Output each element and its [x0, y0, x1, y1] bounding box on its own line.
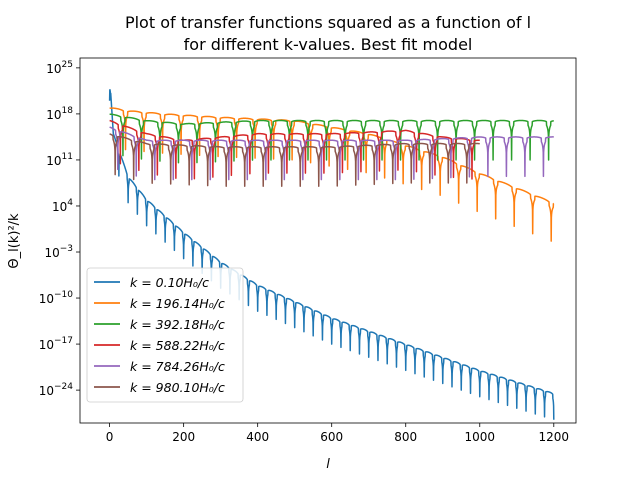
- series-lines: [108, 89, 555, 420]
- x-tick-label: 1200: [539, 430, 570, 444]
- legend-label: k = 0.10H₀/c: [130, 275, 209, 290]
- x-tick-label: 400: [246, 430, 269, 444]
- chart-title-line2: for different k-values. Best fit model: [184, 35, 473, 54]
- series-line-2: [109, 107, 555, 242]
- x-tick-label: 800: [394, 430, 417, 444]
- y-tick-label: 10−10: [39, 290, 74, 306]
- y-axis-ticks: 1025 1018 1011 104 10−3 10−10 10−17 10−24: [39, 60, 80, 398]
- legend: k = 0.10H₀/c k = 196.14H₀/c k = 392.18H₀/c…: [86, 267, 244, 403]
- plot-frame: [79, 57, 577, 424]
- y-tick-label: 10−3: [44, 244, 73, 260]
- y-tick-label: 1011: [46, 152, 73, 168]
- series-line-3: [109, 113, 555, 164]
- x-tick-label: 1000: [464, 430, 495, 444]
- legend-label: k = 196.14H₀/c: [130, 296, 225, 311]
- y-tick-label: 1025: [46, 60, 73, 76]
- series-line-5: [109, 126, 555, 181]
- series-line-6: [109, 133, 481, 187]
- x-tick-label: 200: [172, 430, 195, 444]
- legend-label: k = 784.26H₀/c: [130, 359, 225, 374]
- x-axis-ticks: 0 200 400 600 800 1000 1200: [106, 423, 569, 444]
- legend-box: [86, 267, 244, 403]
- y-tick-label: 104: [52, 198, 73, 214]
- series-line-4: [109, 119, 481, 180]
- x-tick-label: 600: [320, 430, 343, 444]
- legend-label: k = 588.22H₀/c: [130, 338, 225, 353]
- series-line-1: [108, 89, 555, 420]
- x-axis-label: l: [326, 457, 330, 472]
- legend-label: k = 980.10H₀/c: [130, 380, 225, 395]
- y-axis-label: Θ_l(k)²/k: [7, 213, 22, 269]
- y-tick-label: 1018: [46, 106, 73, 122]
- y-tick-label: 10−17: [39, 336, 73, 352]
- y-tick-label: 10−24: [39, 382, 74, 398]
- legend-label: k = 392.18H₀/c: [130, 317, 225, 332]
- chart-title-line1: Plot of transfer functions squared as a …: [125, 13, 531, 32]
- x-tick-label: 0: [106, 430, 114, 444]
